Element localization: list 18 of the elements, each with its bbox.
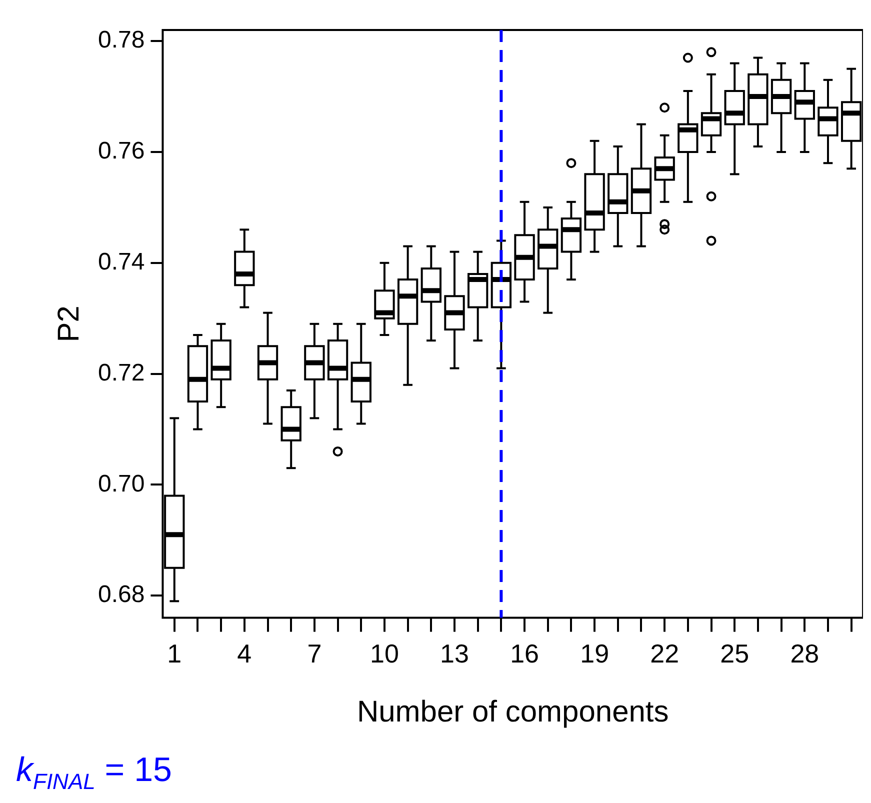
- y-tick-label: 0.76: [98, 138, 145, 165]
- y-tick-label: 0.78: [98, 26, 145, 54]
- x-tick-label: 25: [720, 638, 750, 669]
- x-tick-label: 19: [580, 638, 610, 669]
- x-tick-label: 28: [790, 638, 820, 669]
- x-tick-label: 7: [307, 638, 322, 669]
- y-tick-label: 0.68: [98, 581, 145, 608]
- y-axis-title: P2: [52, 306, 86, 342]
- y-tick-label: 0.74: [98, 248, 145, 276]
- x-tick-label: 10: [370, 638, 399, 669]
- y-tick-label: 0.70: [98, 470, 145, 498]
- x-tick-label: 13: [440, 638, 469, 669]
- y-tick-label: 0.72: [98, 359, 145, 386]
- x-tick-label: 16: [510, 638, 539, 669]
- x-tick-label: 4: [237, 638, 252, 669]
- x-tick-label: 22: [650, 638, 680, 669]
- x-tick-label: 1: [167, 638, 182, 669]
- x-axis-title: Number of components: [356, 695, 669, 728]
